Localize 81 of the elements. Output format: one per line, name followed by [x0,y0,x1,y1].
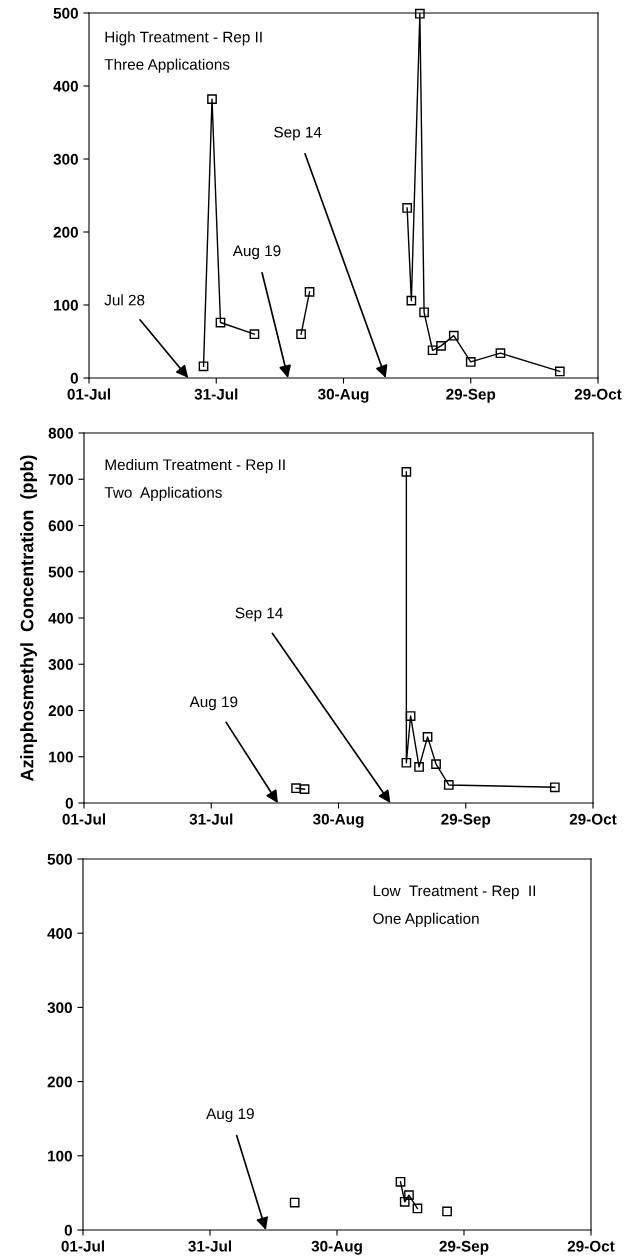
point [304,286,315,297]
y-axis-title: Azinphosmethyl Concentration (ppb) [20,455,37,782]
annotation: Aug 19 [232,245,281,260]
text: Three Applications [104,58,230,73]
point [554,366,565,377]
annotation: Aug 19 [206,1108,254,1123]
y-tick-label: 700 [48,474,73,485]
text: Medium Treatment - Rep II [105,458,285,474]
point [495,348,506,359]
point [289,1197,300,1208]
x-tick-label: 01-Jul [67,388,110,400]
point [436,341,446,351]
y-tick-label: 100 [48,1150,72,1162]
y-tick-label: 400 [53,80,78,92]
x-tick-label: 01-Jul [61,1240,104,1252]
point [404,1190,414,1200]
point [405,711,416,721]
y-tick-label: 200 [48,705,73,717]
y-tick-label: 0 [65,797,73,809]
point [406,295,417,306]
point [431,759,441,770]
point [412,1203,423,1214]
x-tick-label: 29-Oct [569,813,617,825]
point [207,94,217,105]
y-tick-label: 600 [48,520,73,532]
x-tick-label: 31-Jul [189,813,233,825]
point [402,203,412,213]
point [401,757,412,768]
text: Two Applications [104,486,222,501]
point [395,1176,406,1187]
point [291,783,301,794]
annotation: Sep 14 [235,607,283,622]
y-tick-label: 500 [47,853,72,865]
point [465,357,476,367]
y-tick-label: 100 [54,299,78,311]
y-tick-label: 0 [64,1224,72,1236]
point [249,329,260,340]
x-tick-label: 29-Oct [567,1240,615,1252]
text: Low Treatment - Rep II [373,885,536,900]
y-tick-label: 300 [48,659,73,670]
y-tick-label: 800 [48,427,73,439]
y-tick-label: 500 [53,7,78,19]
annotation: Aug 19 [189,696,238,711]
x-tick-label: 29-Oct [574,388,622,400]
y-tick-label: 500 [48,566,73,578]
point [399,1196,410,1207]
point [422,732,433,742]
point [198,361,209,372]
point [296,329,306,340]
point [299,784,310,794]
x-tick-label: 30-Aug [311,1240,362,1255]
point [419,307,429,318]
y-tick-label: 200 [53,226,78,238]
point [443,780,454,790]
point [549,782,560,793]
y-tick-label: 0 [70,372,78,384]
y-tick-label: 300 [47,1002,72,1014]
point [414,762,424,772]
point [414,8,425,19]
y-tick-label: 300 [53,153,78,165]
x-tick-label: 29-Sep [441,813,491,828]
y-tick-label: 400 [48,612,73,624]
x-tick-label: 30-Aug [312,813,364,828]
point [442,1206,452,1217]
text: High Treatment - Rep II [105,31,262,46]
point [215,317,226,328]
annotation: Jul 28 [104,294,145,306]
y-tick-label: 400 [47,928,72,939]
y-tick-label: 200 [47,1076,72,1088]
x-tick-label: 29-Sep [439,1240,489,1255]
point [401,466,412,477]
point [427,345,438,356]
x-tick-label: 31-Jul [188,1240,231,1252]
point [448,330,459,341]
y-tick-label: 100 [49,751,73,763]
x-tick-label: 01-Jul [62,813,105,825]
x-tick-label: 30-Aug [317,388,369,403]
x-tick-label: 29-Sep [446,388,496,403]
text: One Application [373,912,479,928]
annotation: Sep 14 [274,126,322,141]
x-tick-label: 31-Jul [194,388,238,400]
